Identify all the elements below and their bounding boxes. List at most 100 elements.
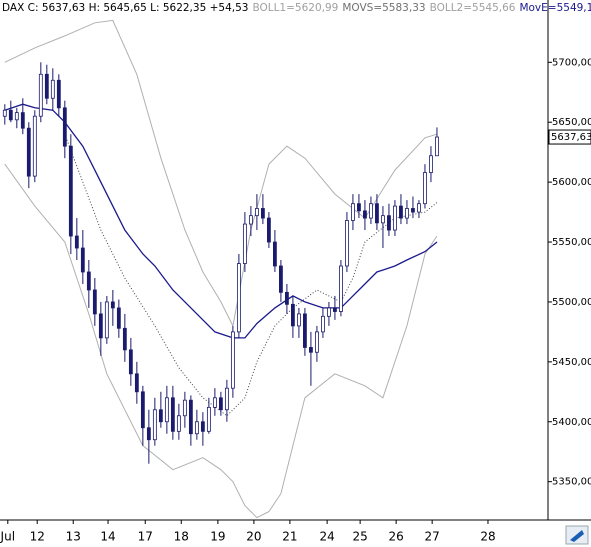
candle-body	[297, 313, 301, 327]
indicator-line	[4, 163, 438, 519]
header-item: MovE=5549,16	[519, 2, 591, 14]
candle	[393, 200, 397, 237]
candle-body	[182, 399, 187, 417]
candle	[260, 194, 265, 225]
candle-body	[122, 327, 127, 351]
candle-body	[32, 115, 37, 177]
candle	[2, 104, 7, 125]
candle-body	[26, 127, 31, 177]
candle-body	[381, 215, 385, 224]
y-tick-label: 5700,00	[552, 57, 591, 68]
candle	[8, 100, 13, 123]
y-tick-label: 5600,00	[552, 177, 591, 188]
candle	[50, 68, 55, 111]
candle	[321, 307, 325, 338]
candle-body	[429, 155, 433, 173]
indicator-line	[4, 19, 438, 328]
indicator-line	[64, 134, 438, 417]
corner-icon[interactable]	[565, 525, 589, 545]
candle-body	[152, 409, 157, 441]
candle	[327, 301, 331, 326]
candle-body	[140, 391, 145, 429]
candle	[92, 277, 97, 326]
candle	[224, 379, 229, 422]
candle	[242, 212, 247, 272]
x-tick-label: 26	[389, 530, 404, 544]
header: DAX C: 5637,63 H: 5645,65 L: 5622,35 +54…	[2, 2, 591, 14]
candle	[309, 331, 313, 386]
candle	[285, 283, 289, 314]
candle-body	[411, 208, 415, 213]
candle-body	[44, 73, 49, 99]
candle-body	[339, 265, 343, 312]
candle-body	[206, 406, 211, 432]
indicator-line	[4, 103, 438, 339]
candle	[375, 194, 379, 231]
candle-body	[200, 421, 205, 432]
candle	[38, 62, 43, 123]
candle	[339, 260, 343, 317]
candle-body	[393, 205, 397, 231]
y-tick-label: 5450,00	[552, 357, 591, 368]
candle-body	[291, 303, 295, 327]
candle-body	[242, 223, 247, 264]
candle-body	[303, 313, 307, 348]
candle-body	[321, 315, 325, 333]
candle	[86, 260, 91, 308]
candle	[194, 409, 199, 440]
candle	[110, 289, 115, 326]
x-tick-label: 27	[425, 530, 440, 544]
candle	[230, 325, 235, 398]
candle	[363, 200, 367, 231]
candle-body	[285, 291, 289, 305]
candle	[98, 301, 103, 356]
candle	[20, 98, 25, 135]
candle	[345, 212, 349, 272]
y-tick-label: 5350,00	[552, 477, 591, 488]
candle-body	[230, 331, 235, 389]
candle	[68, 134, 73, 255]
candle-body	[8, 109, 13, 121]
candle	[381, 206, 385, 249]
x-tick-label: Jul	[0, 530, 15, 544]
candle	[297, 307, 301, 338]
candle-body	[248, 215, 253, 225]
candle-body	[2, 109, 7, 117]
candle	[128, 337, 133, 386]
candle	[164, 385, 169, 434]
candle	[158, 391, 163, 428]
candle-body	[260, 208, 265, 219]
candle	[170, 385, 175, 440]
candle-body	[351, 203, 355, 221]
x-tick-label: 19	[210, 530, 225, 544]
candle-body	[315, 331, 319, 353]
candle	[417, 200, 421, 219]
candle	[303, 307, 307, 356]
candle	[176, 403, 181, 440]
candle	[369, 196, 373, 225]
candle-body	[236, 263, 241, 333]
candle-body	[62, 107, 67, 147]
candle	[182, 391, 187, 428]
y-tick-label: 5500,00	[552, 297, 591, 308]
x-tick-label: 20	[246, 530, 261, 544]
candle-body	[50, 79, 55, 99]
candle-body	[38, 73, 43, 117]
candle-body	[20, 112, 25, 129]
candle	[134, 361, 139, 404]
candle	[429, 146, 433, 183]
candle-body	[369, 203, 373, 219]
candle-body	[218, 397, 223, 411]
candle-body	[14, 112, 19, 121]
candle	[423, 164, 427, 209]
candle-body	[375, 203, 379, 224]
header-item: BOLL1=5620,99	[252, 2, 338, 14]
candle-body	[176, 415, 181, 432]
candle	[248, 206, 253, 237]
candle	[200, 412, 205, 446]
candle-body	[266, 217, 271, 243]
candle	[387, 203, 391, 237]
candle	[315, 325, 319, 362]
